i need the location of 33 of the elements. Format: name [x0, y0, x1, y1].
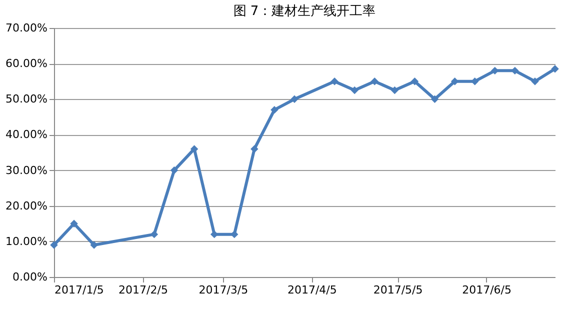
point	[330, 77, 338, 86]
point	[290, 95, 298, 104]
point	[270, 106, 278, 114]
point	[430, 95, 439, 104]
y-tick-label: 20.00%	[6, 199, 48, 212]
y-tick-label: 30.00%	[6, 164, 48, 177]
y-tick-label: 10.00%	[6, 234, 48, 248]
x-tick-label: 2017/6/5	[462, 284, 512, 296]
point	[250, 145, 258, 153]
point	[50, 241, 58, 249]
point	[531, 77, 539, 86]
point	[190, 145, 198, 153]
x-tick-label: 2017/2/5	[118, 284, 168, 296]
chart-title: 图 7：建材生产线开工率	[233, 3, 376, 19]
point	[170, 166, 178, 174]
point	[390, 86, 399, 94]
point	[511, 66, 519, 75]
y-tick-label: 0.00%	[12, 270, 48, 284]
y-tick-label: 40.00%	[6, 128, 48, 142]
x-tick-label: 2017/3/5	[198, 284, 248, 296]
point	[150, 230, 158, 238]
y-tick-label: 70.00%	[6, 22, 48, 34]
x-tick-label: 2017/5/5	[373, 284, 423, 296]
y-tick-label: 50.00%	[6, 92, 48, 106]
point	[551, 65, 559, 73]
point	[90, 241, 98, 249]
y-tick-label: 60.00%	[6, 57, 48, 70]
x-tick-label: 2017/4/5	[287, 284, 337, 296]
point	[410, 77, 419, 86]
point	[350, 86, 358, 94]
x-tick-label: 2017/1/5	[54, 284, 104, 296]
point	[370, 77, 379, 86]
point	[70, 220, 78, 228]
